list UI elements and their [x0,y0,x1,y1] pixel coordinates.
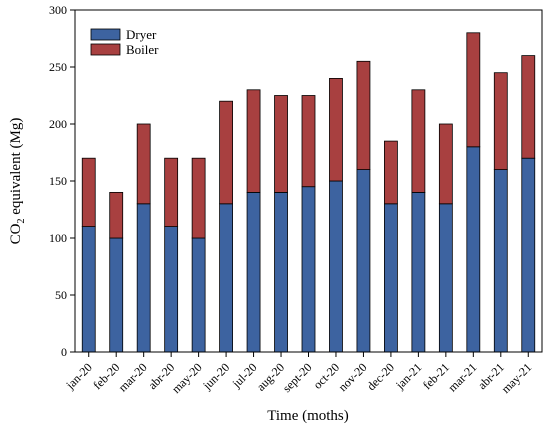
bar-dryer-may-20 [191,237,206,353]
bar-boiler-feb-21 [438,123,453,205]
x-tick-label-mar-21: mar-21 [445,360,479,394]
y-axis-label-subscript: 2 [16,218,27,223]
bar-boiler-abr-21 [493,72,508,170]
x-tick-label-jan-21: jan-21 [392,360,424,392]
bar-boiler-nov-20 [356,60,371,171]
bar-boiler-aug-20 [274,95,288,193]
bar-boiler-mar-21 [466,32,481,148]
x-tick-label-may-20: may-20 [169,360,205,396]
bar-dryer-jan-21 [411,191,426,353]
bar-boiler-jul-20 [246,89,261,193]
bar-dryer-may-21 [521,157,536,353]
bar-dryer-jun-20 [219,203,233,353]
legend-swatch-boiler [90,43,121,56]
bar-dryer-mar-20 [136,203,151,353]
x-tick-label-sept-20: sept-20 [280,360,315,395]
x-axis-label: Time (moths) [267,408,349,424]
bar-dryer-dec-20 [384,203,398,353]
bar-boiler-may-21 [521,55,536,159]
bar-dryer-sept-20 [301,186,316,353]
x-tick-label-mar-20: mar-20 [116,360,150,394]
bar-boiler-dec-20 [384,140,398,205]
bar-boiler-jan-21 [411,89,426,193]
y-axis-label: CO2 equivalent (Mg) [8,118,27,245]
bar-dryer-aug-20 [274,191,288,353]
x-tick-label-nov-20: nov-20 [336,360,370,394]
y-tick-label-150: 150 [49,174,67,188]
y-tick-label-0: 0 [61,345,67,359]
bar-dryer-abr-21 [493,169,508,353]
bar-dryer-oct-20 [329,180,343,353]
y-tick-label-300: 300 [49,3,67,17]
bar-dryer-jul-20 [246,191,261,353]
bar-boiler-sept-20 [301,95,316,188]
bar-dryer-nov-20 [356,169,371,353]
x-tick-label-dec-20: dec-20 [364,360,397,393]
bars-layer [81,32,536,353]
bar-boiler-oct-20 [329,78,343,182]
y-tick-label-100: 100 [49,231,67,245]
bar-boiler-may-20 [191,157,206,239]
y-tick-label-200: 200 [49,117,67,131]
y-axis-label-rest: equivalent (Mg) [8,118,24,219]
bar-boiler-jan-20 [81,157,96,227]
y-axis-label-main: CO [8,223,24,244]
legend: Dryer Boiler [90,27,159,57]
bar-dryer-abr-20 [164,226,179,353]
bar-dryer-mar-21 [466,146,481,353]
bar-boiler-mar-20 [136,123,151,205]
bar-dryer-feb-21 [438,203,453,353]
y-axis: 0 50 100 150 200 250 300 [49,3,75,359]
y-tick-label-50: 50 [55,288,67,302]
x-tick-label-jan-20: jan-20 [63,360,95,392]
x-tick-label-may-21: may-21 [499,360,535,396]
legend-label-boiler: Boiler [126,42,159,57]
bar-dryer-jan-20 [81,226,96,353]
x-axis: jan-20feb-20mar-20abr-20may-20jun-20jul-… [63,352,535,396]
x-tick-label-jun-20: jun-20 [199,360,232,393]
bar-boiler-jun-20 [219,100,233,205]
bar-dryer-feb-20 [109,237,124,353]
legend-label-dryer: Dryer [126,27,157,42]
bar-boiler-abr-20 [164,157,179,227]
y-tick-label-250: 250 [49,60,67,74]
legend-swatch-dryer [90,28,121,41]
bar-boiler-feb-20 [109,191,124,239]
